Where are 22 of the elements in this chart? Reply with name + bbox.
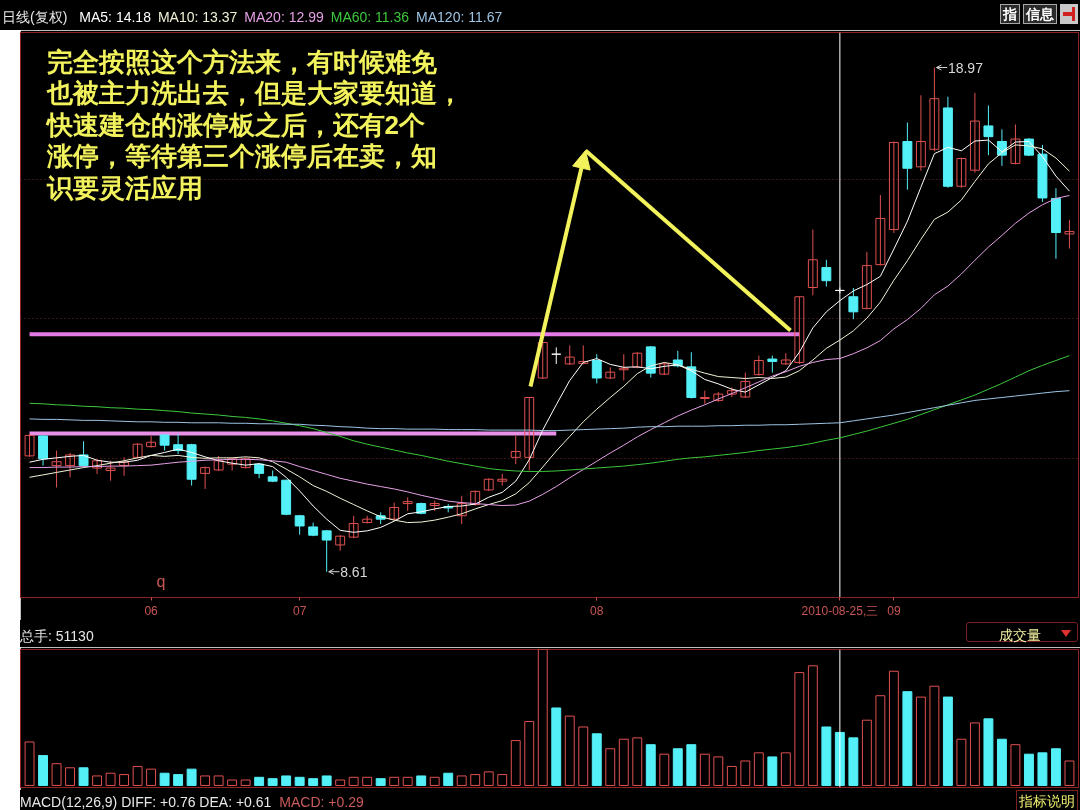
text: MA10: 13.37 [157, 9, 238, 25]
text: 成交量 [999, 626, 1041, 645]
text: 指标说明 [1016, 790, 1078, 810]
annotation: 8.61 [340, 563, 368, 580]
text: MA5: 14.18 [79, 9, 151, 25]
text: MACD(12,26,9) DIFF: +0.76 DEA: +0.61 [20, 794, 272, 810]
text: MA120: 11.67 [416, 9, 503, 25]
text: 信息 [1023, 4, 1057, 24]
text: 指 [1000, 4, 1020, 24]
x-tick-label: 07 [292, 603, 307, 618]
annotation: q [156, 573, 166, 590]
chart-title: 日线(复权) [2, 9, 68, 25]
text: MA20: 12.99 [244, 9, 324, 25]
text: MACD: +0.29 [279, 794, 364, 810]
x-tick-label: 06 [144, 603, 159, 618]
annotation: 18.97 [947, 59, 984, 76]
annotation: 完全按照这个方法来，有时候难免也被主力洗出去，但是大家要知道，快速建仓的涨停板之后，还有2个涨停，等待第三个涨停后在卖，知识要灵活应用 [44, 46, 463, 203]
text: MA60: 11.36 [330, 9, 410, 25]
x-tick-label: 08 [590, 603, 604, 618]
x-tick-label: 09 [887, 603, 901, 618]
chart-title: 总手: 51130 [20, 627, 94, 646]
x-tick-label: 2010-08-25,三 [801, 603, 879, 618]
